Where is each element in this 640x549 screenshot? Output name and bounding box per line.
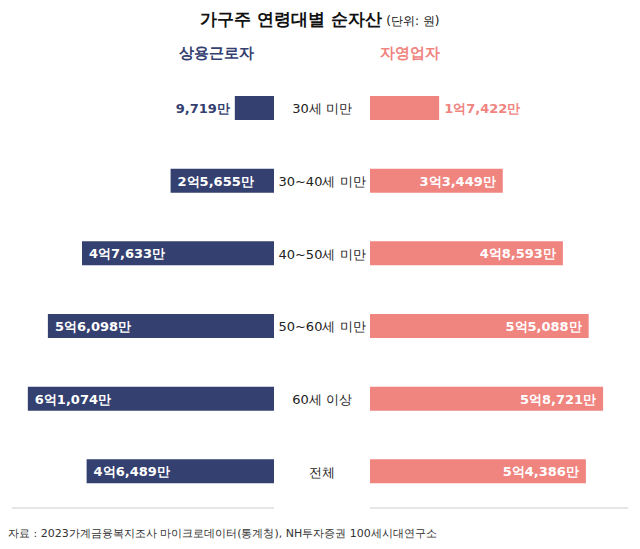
svg-text:6억1,074만: 6억1,074만	[35, 392, 111, 407]
svg-text:1억7,422만: 1억7,422만	[444, 101, 520, 116]
svg-text:30세 미만: 30세 미만	[292, 101, 352, 116]
svg-text:4억7,633만: 4억7,633만	[89, 246, 165, 261]
svg-text:2억5,655만: 2억5,655만	[178, 174, 254, 189]
svg-text:40~50세 미만: 40~50세 미만	[278, 247, 365, 262]
html-text:상용근로자: 상용근로자	[179, 44, 254, 62]
svg-text:전체: 전체	[309, 465, 335, 480]
svg-text:5억5,088만: 5억5,088만	[505, 319, 581, 334]
html-text:가구주 연령대별 순자산 (단위: 원): 가구주 연령대별 순자산 (단위: 원)	[200, 9, 440, 29]
svg-text:4억6,489만: 4억6,489만	[94, 464, 170, 479]
svg-text:30~40세 미만: 30~40세 미만	[278, 174, 365, 189]
svg-text:60세 이상: 60세 이상	[292, 392, 352, 407]
html-text:자료 : 2023가계금융복지조사 마이크로데이터(통계청): 자료 : 2023가계금융복지조사 마이크로데이터(통계청), NH투자증권 1…	[8, 527, 437, 540]
html-text:자영업자: 자영업자	[380, 44, 440, 62]
svg-text:5억8,721만: 5억8,721만	[520, 392, 596, 407]
svg-text:9,719만: 9,719만	[176, 101, 230, 116]
svg-text:3억3,449만: 3억3,449만	[420, 174, 496, 189]
svg-text:5억6,098만: 5억6,098만	[55, 319, 131, 334]
svg-text:5억4,386만: 5억4,386만	[503, 464, 579, 479]
svg-text:4억8,593만: 4억8,593만	[480, 246, 556, 261]
svg-text:50~60세 미만: 50~60세 미만	[278, 319, 365, 334]
